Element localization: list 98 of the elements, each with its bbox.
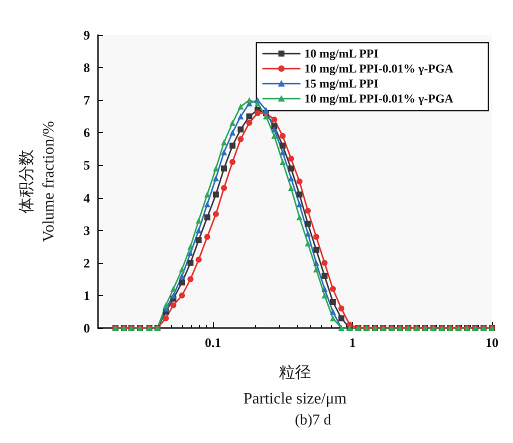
y-tick-label: 6	[84, 125, 90, 140]
point	[238, 113, 244, 120]
point	[271, 123, 278, 130]
y-tick-label: 3	[84, 222, 90, 238]
x-tick-label: 1	[349, 335, 356, 350]
point	[304, 220, 311, 227]
point	[238, 126, 244, 132]
point	[187, 276, 194, 282]
point	[271, 126, 278, 132]
point	[263, 113, 269, 120]
point	[304, 208, 311, 214]
point	[296, 201, 302, 208]
point	[229, 130, 236, 136]
point	[322, 272, 328, 279]
point	[254, 100, 261, 106]
point	[271, 132, 278, 139]
point	[204, 201, 210, 208]
y-tick-label: 4	[84, 190, 90, 206]
point	[204, 234, 210, 240]
point	[271, 116, 278, 123]
point	[330, 298, 336, 305]
x-axis-title: 粒径 Particle size/μm	[243, 364, 348, 408]
point	[229, 142, 236, 149]
point	[338, 315, 344, 322]
point	[254, 110, 261, 116]
point	[229, 120, 236, 126]
point	[170, 302, 176, 308]
point	[280, 149, 286, 156]
y-tick-label: 9	[84, 28, 90, 42]
point	[204, 192, 210, 198]
point	[296, 178, 302, 184]
point	[304, 240, 311, 246]
point	[221, 185, 227, 192]
point	[212, 175, 219, 182]
point	[288, 156, 294, 162]
point	[330, 315, 336, 322]
point	[246, 120, 252, 126]
y-tick-label: 8	[84, 60, 90, 76]
point	[280, 142, 286, 149]
legend-label: 15 mg/mL PPI	[304, 76, 379, 91]
point	[221, 139, 227, 146]
point	[162, 315, 169, 322]
legend-label: 10 mg/mL PPI-0.01% γ-PGA	[304, 62, 454, 76]
point	[212, 165, 219, 172]
point	[288, 185, 294, 192]
y-tick-label: 2	[84, 255, 90, 270]
point	[263, 106, 269, 113]
point	[338, 305, 344, 312]
point	[288, 175, 294, 182]
point	[313, 234, 320, 240]
y-tick-label: 5	[84, 158, 90, 173]
point	[246, 97, 252, 104]
point	[170, 292, 176, 298]
point	[196, 218, 202, 224]
point	[238, 104, 244, 110]
point	[170, 286, 176, 292]
point	[313, 266, 320, 272]
y-axis-title: 体积分数 Volume fraction/%	[18, 120, 58, 242]
point	[280, 132, 286, 139]
point	[179, 266, 185, 272]
point	[196, 237, 202, 244]
point	[322, 292, 328, 298]
point	[212, 192, 219, 198]
point	[238, 136, 244, 142]
x-tick-label: 10	[486, 335, 498, 350]
point	[187, 250, 194, 256]
y-tick-label: 0	[84, 320, 90, 336]
point	[330, 308, 336, 315]
point	[221, 149, 227, 156]
point	[196, 227, 202, 234]
y-tick-label: 7	[84, 92, 90, 108]
point	[229, 158, 236, 165]
point	[212, 211, 219, 218]
point	[296, 214, 302, 220]
point	[179, 279, 185, 286]
legend-label: 10 mg/mL PPI-0.01% γ-PGA	[304, 92, 454, 106]
x-tick-label: 0.1	[204, 335, 222, 350]
point	[196, 256, 202, 263]
point	[313, 246, 320, 253]
point	[187, 244, 194, 250]
y-tick-label: 1	[84, 288, 90, 303]
point	[162, 302, 169, 308]
point	[330, 286, 336, 292]
point	[187, 260, 194, 266]
point	[288, 165, 294, 172]
text: (b)7 d	[294, 412, 332, 428]
point	[179, 272, 185, 279]
point	[313, 260, 320, 266]
point	[280, 158, 286, 165]
point	[204, 214, 210, 220]
point	[322, 260, 328, 266]
point	[246, 113, 252, 120]
point	[221, 165, 227, 172]
point	[322, 286, 328, 292]
point	[296, 192, 302, 198]
point	[304, 230, 311, 237]
legend-label: 10 mg/mL PPI	[304, 46, 379, 61]
point	[179, 292, 185, 298]
